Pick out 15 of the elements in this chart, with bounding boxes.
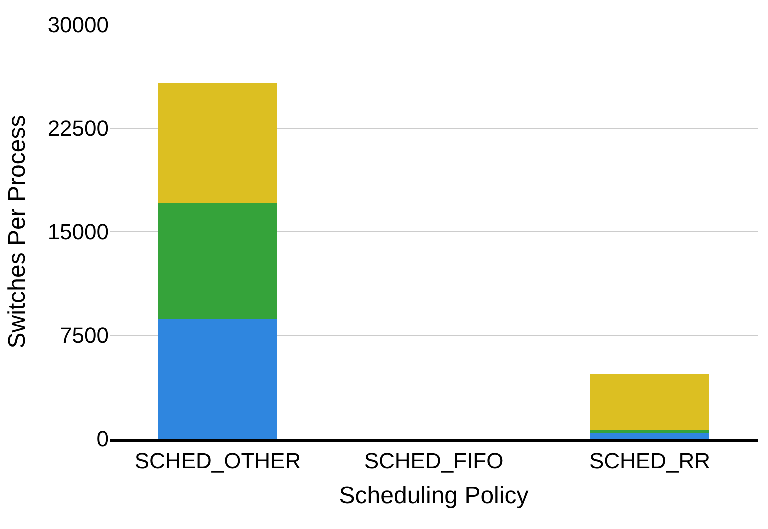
y-tick-label: 30000: [48, 12, 109, 38]
x-tick-label: SCHED_RR: [589, 448, 711, 474]
bar: [158, 203, 278, 319]
y-axis-title: Switches Per Process: [4, 115, 31, 349]
y-tick-label: 15000: [48, 220, 109, 245]
x-tick-label: SCHED_FIFO: [364, 448, 504, 474]
bar: [158, 318, 278, 439]
bar: [158, 82, 278, 204]
x-tick-label: SCHED_OTHER: [134, 448, 302, 474]
bar: [590, 374, 710, 431]
bar: [590, 432, 710, 439]
y-tick-label: 22500: [48, 116, 109, 142]
y-tick-label: 7500: [60, 323, 109, 348]
x-axis-title: Scheduling Policy: [339, 482, 529, 510]
y-tick-label: 0: [96, 426, 109, 452]
